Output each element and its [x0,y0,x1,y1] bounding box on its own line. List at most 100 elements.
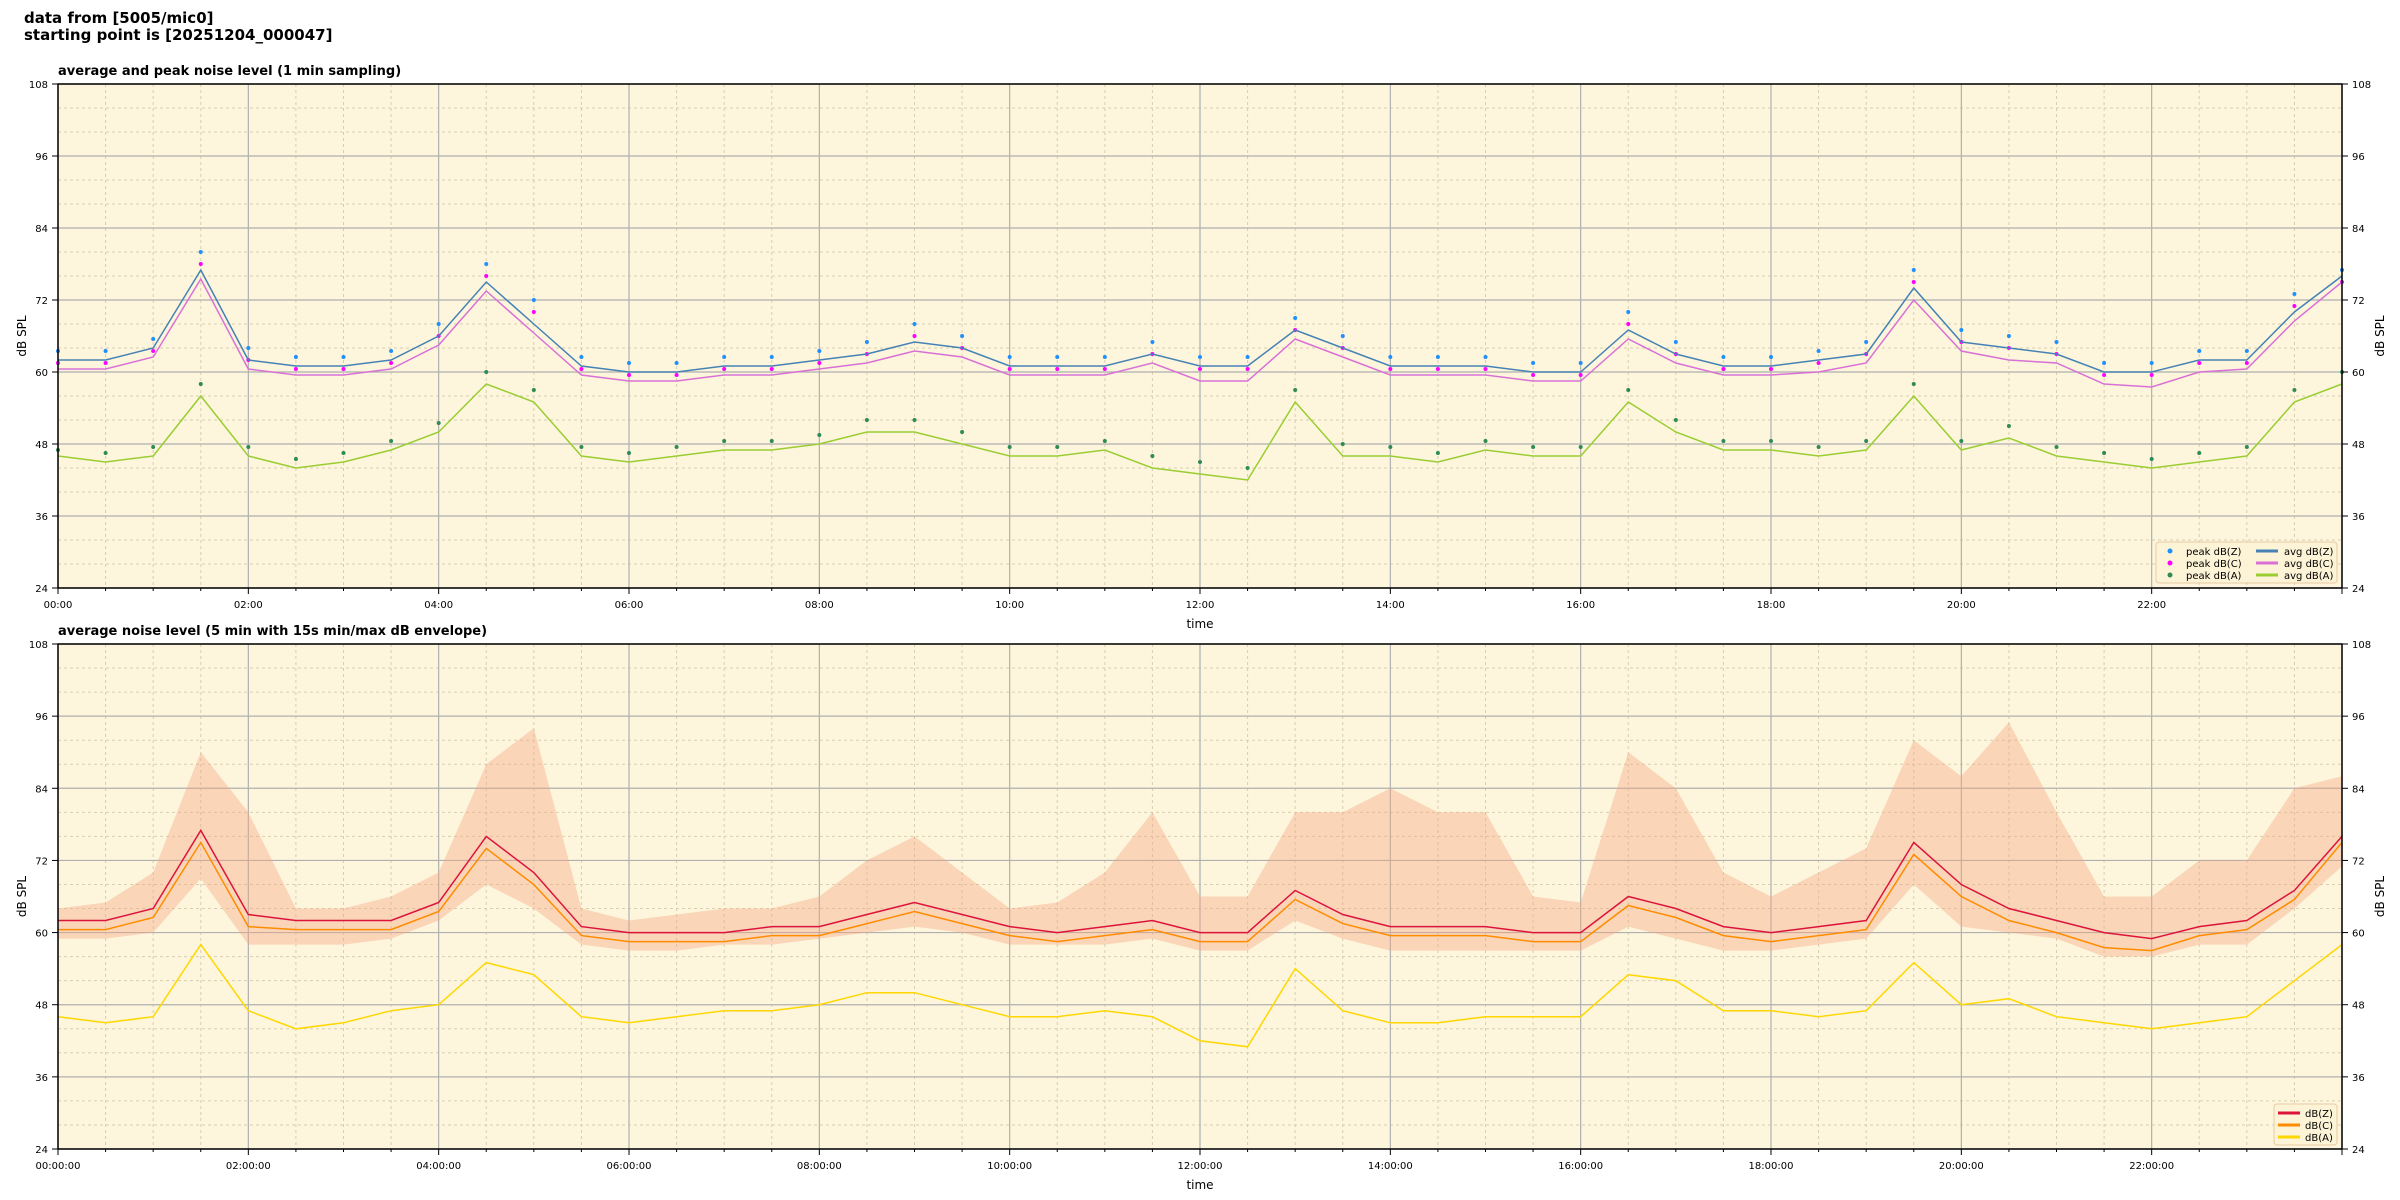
y-axis-label-right: dB SPL [2373,876,2387,918]
y-tick-label: 108 [29,640,48,651]
legend-label: peak dB(A) [2186,571,2242,582]
data-point [1293,316,1298,320]
data-point [246,445,251,449]
data-point [912,334,917,338]
data-point [2149,361,2154,365]
x-tick-label: 08:00 [805,600,834,611]
y-tick-label-right: 24 [2352,584,2365,595]
y-tick-label: 60 [35,368,48,379]
y-axis-label-right: dB SPL [2373,315,2387,357]
data-point [1388,445,1393,449]
x-tick-label: 04:00 [424,600,453,611]
legend-label: peak dB(C) [2186,559,2242,570]
data-point [912,418,917,422]
data-point [151,337,156,341]
data-point [484,262,489,266]
y-tick-label-right: 36 [2352,1073,2365,1084]
y-tick-label-right: 48 [2352,440,2365,451]
data-point [1911,268,1916,272]
data-point [1483,439,1488,443]
data-point [1816,349,1821,353]
data-point [1150,340,1155,344]
starting-point-label: starting point is [20251204_000047] [24,26,333,44]
x-tick-label: 04:00:00 [416,1161,461,1172]
x-axis-label: time [1186,1178,1213,1192]
data-point [151,349,156,353]
x-tick-label: 20:00 [1947,600,1976,611]
data-point [1721,367,1726,371]
data-point [389,349,394,353]
x-tick-label: 14:00:00 [1368,1161,1413,1172]
x-tick-label: 16:00:00 [1558,1161,1603,1172]
x-tick-label: 14:00 [1376,600,1405,611]
data-point [674,361,679,365]
data-point [1245,466,1250,470]
data-point [627,373,631,377]
data-point [722,355,727,359]
data-point [1340,442,1345,446]
x-tick-label: 02:00 [234,600,263,611]
data-point [722,439,727,443]
legend-label: avg dB(A) [2284,571,2334,582]
y-tick-label-right: 96 [2352,152,2365,163]
data-point [769,439,774,443]
y-tick-label-right: 96 [2352,712,2365,723]
data-point [1102,355,1107,359]
data-point [484,370,489,374]
y-tick-label: 24 [35,584,48,595]
data-point [1483,355,1488,359]
data-point [103,451,108,455]
series-line-dB(Z) [58,828,2343,940]
data-point [2197,451,2202,455]
y-tick-label: 72 [35,296,48,307]
data-point [1721,355,1726,359]
data-point [1435,451,1440,455]
chart-title: average and peak noise level (1 min samp… [58,64,401,79]
data-point [1816,445,1821,449]
y-tick-label-right: 84 [2352,224,2365,235]
data-point [912,322,917,326]
data-point [198,382,203,386]
data-point [1102,439,1107,443]
y-tick-label: 84 [35,784,48,795]
y-tick-label: 36 [35,1073,48,1084]
data-point [674,373,679,377]
data-point [198,262,203,266]
legend: dB(Z)dB(C)dB(A) [2273,1103,2338,1146]
data-point [960,430,965,434]
data-point [2054,340,2059,344]
data-point [484,274,489,278]
y-tick-label: 48 [35,440,48,451]
data-point [2149,373,2154,377]
data-point [531,310,536,314]
data-point [293,367,298,371]
x-tick-label: 22:00 [2137,600,2166,611]
data-point [1626,388,1631,392]
data-point [1721,439,1726,443]
legend-label: peak dB(Z) [2186,547,2242,558]
data-point [341,367,346,371]
y-tick-label-right: 72 [2352,856,2365,867]
legend-marker [2167,560,2173,566]
y-tick-label-right: 48 [2352,1001,2365,1012]
data-point [2244,349,2249,353]
y-tick-label-right: 108 [2352,80,2371,91]
x-axis-label: time [1186,617,1213,631]
data-point [1626,322,1631,326]
x-tick-label: 00:00 [44,600,73,611]
data-point [1911,280,1916,284]
x-tick-label: 20:00:00 [1939,1161,1984,1172]
data-point [1007,367,1012,371]
data-point [1911,382,1916,386]
data-point [1198,460,1202,464]
data-point [1198,367,1202,371]
data-point [1245,367,1250,371]
y-tick-label-right: 60 [2352,368,2365,379]
data-point [1483,367,1488,371]
data-point [769,355,774,359]
legend-marker [2167,572,2173,578]
data-point [1864,439,1869,443]
y-tick-label: 36 [35,512,48,523]
data-point [1150,454,1155,458]
